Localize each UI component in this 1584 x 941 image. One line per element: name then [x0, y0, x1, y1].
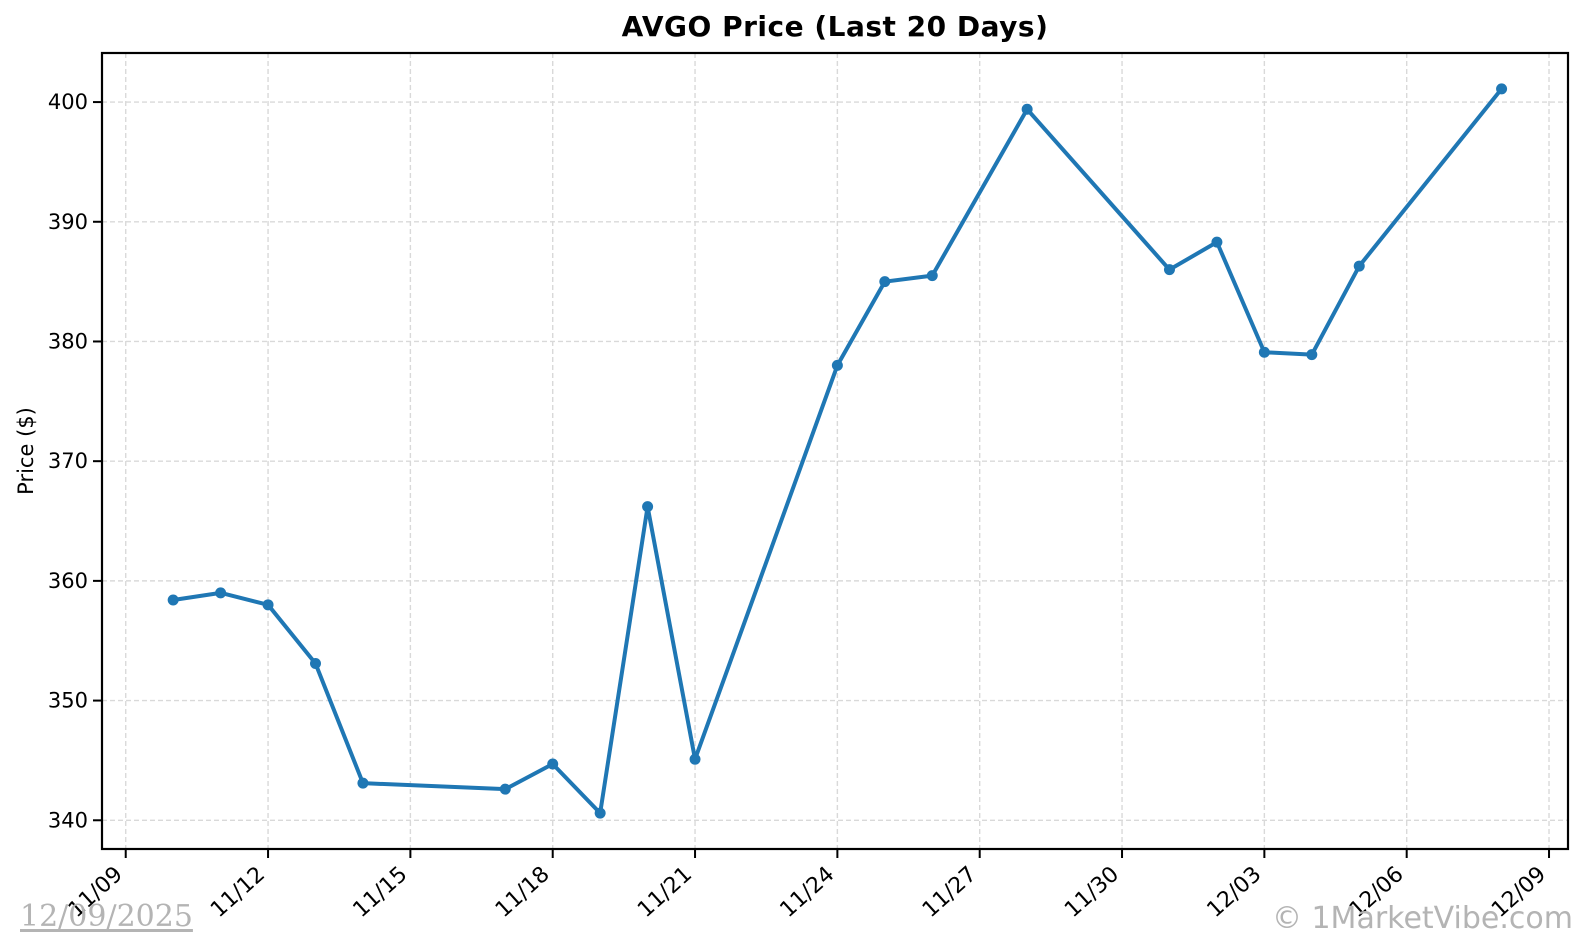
data-point-marker: [547, 758, 559, 770]
data-point-marker: [689, 753, 701, 765]
data-point-marker: [309, 657, 321, 669]
x-tick-label: 11/24: [776, 862, 840, 923]
y-tick-label: 380: [48, 329, 88, 353]
data-point-marker: [1258, 346, 1270, 358]
y-axis-label: Price ($): [14, 407, 38, 495]
x-tick-label: 12/03: [1203, 862, 1267, 923]
x-tick-label: 11/30: [1060, 862, 1124, 923]
x-tick-label: 11/21: [633, 862, 697, 923]
price-line: [171, 86, 1504, 816]
y-tick-label: 360: [48, 569, 88, 593]
watermark-date: 12/09/2025: [20, 899, 193, 934]
data-point-marker: [1021, 103, 1033, 115]
y-tick-label: 370: [48, 449, 88, 473]
data-point-marker: [594, 807, 606, 819]
data-point-marker: [879, 276, 891, 288]
data-point-marker: [1306, 349, 1318, 361]
data-point-marker: [831, 359, 843, 371]
chart-title: AVGO Price (Last 20 Days): [621, 10, 1049, 43]
plot-border: [100, 51, 1570, 851]
x-tick-label: 11/27: [918, 862, 982, 923]
data-point-marker: [1496, 83, 1508, 95]
data-point-marker: [926, 270, 938, 282]
data-point-marker: [1211, 236, 1223, 248]
data-point-marker: [262, 599, 274, 611]
data-point-marker: [357, 777, 369, 789]
y-tick-label: 390: [48, 210, 88, 234]
watermark-brand: © 1MarketVibe.com: [1271, 901, 1573, 936]
data-point-marker: [1353, 260, 1365, 272]
data-point-marker: [167, 594, 179, 606]
y-tick-label: 400: [48, 90, 88, 114]
y-tick-label: 340: [48, 808, 88, 832]
x-tick-label: 11/18: [491, 862, 555, 923]
x-tick-label: 11/15: [349, 862, 413, 923]
data-point-marker: [1163, 264, 1175, 276]
data-point-marker: [499, 783, 511, 795]
data-point-marker: [642, 501, 654, 513]
x-tick-label: 11/12: [206, 862, 270, 923]
y-tick-label: 350: [48, 689, 88, 713]
data-point-marker: [215, 587, 227, 599]
